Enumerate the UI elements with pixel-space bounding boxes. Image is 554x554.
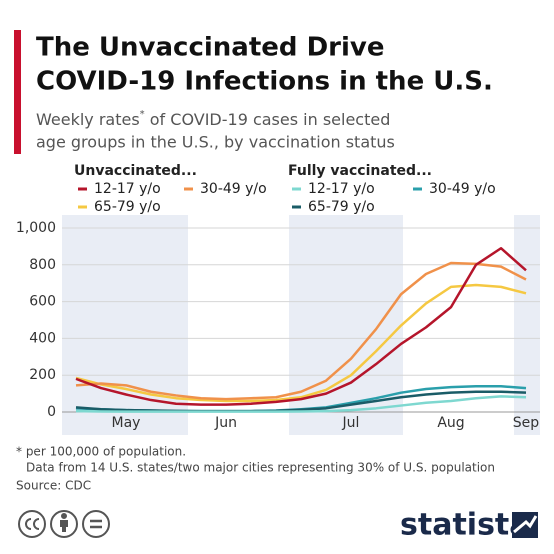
y-tick-label: 600 [29,294,56,310]
legend-heading: Fully vaccinated... [288,163,432,179]
series-line [75,283,527,403]
legend-label: 30-49 y/o [200,181,267,197]
brand-icon [512,512,538,538]
legend-label: 12-17 y/o [308,181,375,197]
x-tick-label: Jul [342,415,360,431]
x-tick-label: May [112,415,141,431]
accent-bar [14,30,21,154]
x-tick-label: Aug [437,415,464,431]
month-band [514,215,540,435]
brand-icon-mark [513,515,538,534]
chart-title: The Unvaccinated Drive [36,33,384,63]
series-line [75,395,527,413]
x-tick-label: Jun [214,415,237,431]
legend-label: 12-17 y/o [94,181,161,197]
x-tick-label: Sep [513,415,540,431]
legend-heading: Unvaccinated... [74,163,197,179]
y-tick-label: 800 [29,257,56,273]
series-line [75,246,527,406]
chart-subtitle: age groups in the U.S., by vaccination s… [36,133,395,152]
month-band [62,215,188,435]
brand: statista [400,508,530,543]
y-tick-label: 400 [29,330,56,346]
y-tick-label: 200 [29,367,56,383]
license-icons [18,510,110,538]
legend-label: 65-79 y/o [308,199,375,215]
footnote: Data from 14 U.S. states/two major citie… [26,461,495,475]
month-band [289,215,403,435]
footnote: * per 100,000 of population. [16,445,186,459]
chart-title: COVID-19 Infections in the U.S. [36,67,493,97]
series-line [75,261,527,401]
legend-label: 30-49 y/o [429,181,496,197]
y-tick-label: 1,000 [16,220,56,236]
chart-subtitle: Weekly rates* of COVID-19 cases in selec… [36,109,390,129]
y-tick-label: 0 [47,404,56,420]
source: Source: CDC [16,479,91,493]
legend-label: 65-79 y/o [94,199,161,215]
